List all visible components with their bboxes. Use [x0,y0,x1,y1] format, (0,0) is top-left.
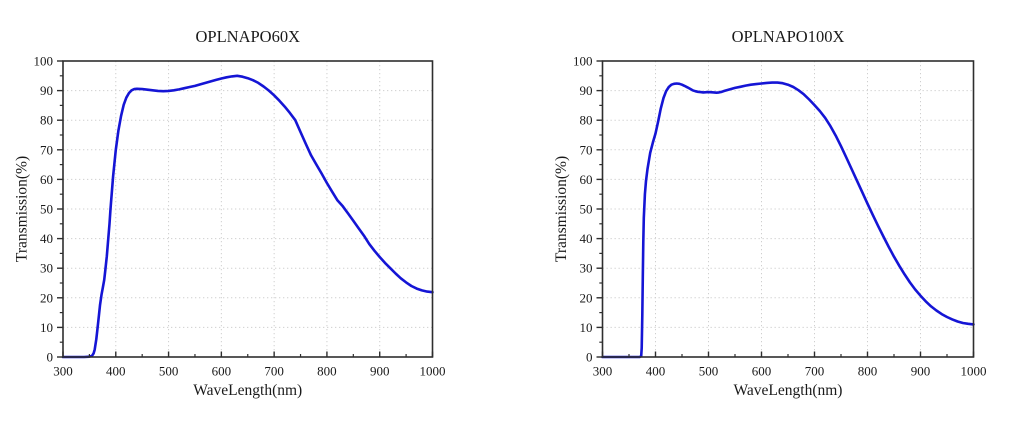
y-tick-label: 0 [586,350,593,365]
x-tick-label: 500 [159,364,179,379]
y-tick-label: 20 [40,290,53,305]
y-tick-label: 100 [34,54,54,69]
x-tick-label: 400 [106,364,126,379]
y-axis-label: Transmission(%) [14,156,31,262]
y-tick-label: 70 [580,142,593,157]
x-tick-label: 600 [212,364,232,379]
y-tick-label: 60 [580,172,593,187]
x-axis-label: WaveLength(nm) [193,382,302,399]
y-axis-label: Transmission(%) [553,156,570,262]
y-tick-label: 40 [40,231,53,246]
x-tick-label: 1000 [961,364,987,379]
x-tick-label: 300 [53,364,73,379]
chart-title: OPLNAPO100X [732,27,845,46]
x-axis-label: WaveLength(nm) [734,382,843,399]
chart-1: 300 400 500 600 700 800 900 1000 0 10 20 30 40 50 60 70… [14,27,446,399]
y-tick-label: 40 [580,231,593,246]
x-tick-label: 900 [911,364,931,379]
x-tick-label: 600 [752,364,772,379]
y-tick-label: 10 [580,320,593,335]
y-tick-label: 90 [40,83,53,98]
x-tick-label: 900 [370,364,390,379]
x-tick-label: 300 [593,364,613,379]
y-tick-label: 80 [40,113,53,128]
transmission-curve [601,81,975,359]
y-tick-label: 30 [40,261,53,276]
y-tick-label: 30 [580,261,593,276]
y-tick-label: 50 [580,202,593,217]
x-tick-label: 700 [805,364,825,379]
x-tick-label: 800 [858,364,878,379]
chart-title: OPLNAPO60X [195,27,300,46]
y-tick-label: 100 [573,54,593,69]
y-tick-label: 60 [40,172,53,187]
x-tick-label: 700 [264,364,284,379]
x-tick-label: 500 [699,364,719,379]
x-tick-label: 400 [646,364,666,379]
y-tick-label: 70 [40,142,53,157]
axis-frame [601,60,975,358]
y-tick-label: 20 [580,290,593,305]
x-tick-label: 1000 [420,364,446,379]
transmission-curve [61,74,434,359]
y-tick-label: 50 [40,202,53,217]
chart-2: 300 400 500 600 700 800 900 1000 0 10 20 30 40 50 60 70… [553,27,987,399]
x-tick-label: 800 [317,364,337,379]
y-tick-label: 10 [40,320,53,335]
y-tick-label: 0 [47,350,54,365]
y-tick-label: 80 [580,113,593,128]
y-tick-label: 90 [580,83,593,98]
